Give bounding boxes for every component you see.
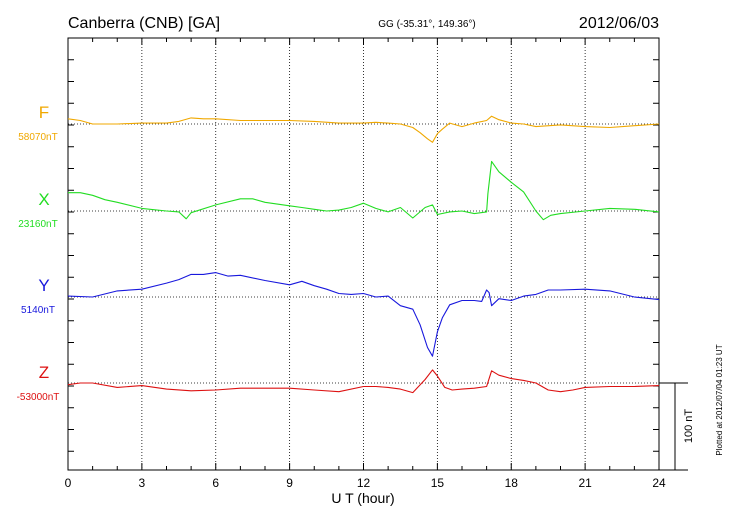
x-tick-label: 9 xyxy=(286,476,293,490)
chart-title: Canberra (CNB) [GA] xyxy=(68,15,220,32)
series-baseline-x: 23160nT xyxy=(18,219,57,230)
series-line-z xyxy=(67,369,660,394)
series-line-x xyxy=(68,160,660,221)
series-baseline-y: 5140nT xyxy=(21,305,55,316)
grid-lines xyxy=(68,38,659,470)
series-name-y: Y xyxy=(38,276,49,295)
x-tick-label: 0 xyxy=(65,476,72,490)
scale-bar: 100 nT xyxy=(659,382,695,471)
series-lines xyxy=(67,115,660,394)
x-axis-label: U T (hour) xyxy=(331,490,394,506)
chart-subtitle: GG (-35.31°, 149.36°) xyxy=(378,19,476,30)
x-tick-label: 12 xyxy=(357,476,371,490)
x-tick-label: 24 xyxy=(652,476,666,490)
x-tick-label: 15 xyxy=(431,476,445,490)
scale-bar-label: 100 nT xyxy=(683,409,695,444)
x-tick-label: 18 xyxy=(505,476,519,490)
series-line-y xyxy=(67,272,660,357)
x-tick-label: 21 xyxy=(578,476,592,490)
x-tick-labels: 0 3 6 9 12 15 18 21 24 xyxy=(65,476,666,490)
series-name-z: Z xyxy=(39,363,49,382)
x-tick-label: 3 xyxy=(139,476,146,490)
series-baseline-z: -53000nT xyxy=(17,392,60,403)
chart-date: 2012/06/03 xyxy=(579,15,659,32)
series-name-f: F xyxy=(39,103,49,122)
series-baseline-f: 58070nT xyxy=(18,132,57,143)
plotted-note: Plotted at 2012/07/04 01:23 UT xyxy=(715,344,724,455)
series-labels: F 58070nT X 23160nT Y 5140nT Z -53000nT xyxy=(17,103,60,403)
series-line-f xyxy=(67,115,660,143)
series-name-x: X xyxy=(38,190,49,209)
x-tick-label: 6 xyxy=(212,476,219,490)
